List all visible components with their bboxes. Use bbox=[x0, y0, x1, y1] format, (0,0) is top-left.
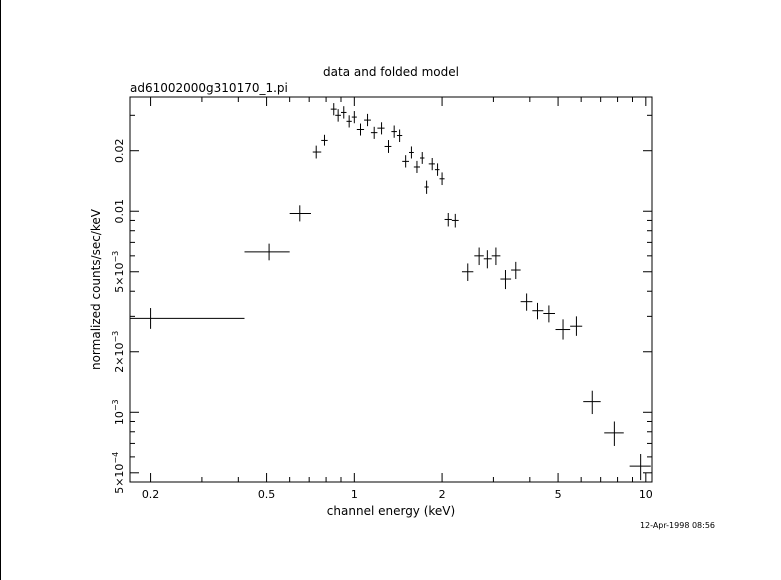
y-tick-mantissa: 5×10 bbox=[113, 263, 126, 293]
y-tick-label: 5×10−4 bbox=[111, 452, 126, 494]
x-tick-label: 10 bbox=[639, 488, 653, 501]
y-tick-label: 0.01 bbox=[113, 199, 126, 224]
y-tick-mantissa: 2×10 bbox=[113, 343, 126, 373]
data-point bbox=[384, 140, 392, 153]
y-tick-exponent: −3 bbox=[111, 331, 120, 343]
x-axis-ticks bbox=[150, 97, 647, 482]
data-point bbox=[321, 134, 328, 146]
data-point bbox=[520, 293, 533, 311]
y-tick-label: 0.02 bbox=[113, 138, 126, 163]
data-point bbox=[629, 454, 651, 481]
data-point bbox=[330, 103, 337, 116]
data-point bbox=[351, 111, 357, 124]
data-point bbox=[364, 113, 371, 127]
y-tick-exponent: −4 bbox=[111, 452, 120, 464]
data-point bbox=[377, 122, 385, 135]
data-point bbox=[511, 261, 521, 280]
chart-title: data and folded model bbox=[323, 65, 459, 79]
y-axis-ticks bbox=[130, 114, 652, 474]
data-point bbox=[491, 247, 501, 266]
data-point bbox=[289, 205, 311, 222]
data-point bbox=[532, 302, 544, 320]
data-point bbox=[356, 123, 365, 136]
data-point bbox=[451, 213, 459, 228]
y-tick-label: 10−3 bbox=[111, 399, 126, 425]
data-point bbox=[555, 319, 571, 340]
data-point bbox=[402, 155, 409, 168]
x-axis-tick-labels: 0.2 0.5 1 2 5 10 bbox=[142, 488, 653, 501]
plot-frame bbox=[129, 96, 653, 483]
y-tick-exponent: −3 bbox=[111, 251, 120, 263]
x-tick-label: 2 bbox=[439, 488, 446, 501]
data-point bbox=[500, 270, 512, 290]
y-tick-label: 5×10−3 bbox=[111, 251, 126, 293]
data-point bbox=[335, 109, 341, 122]
data-point bbox=[396, 129, 403, 142]
y-tick-mantissa: 5×10 bbox=[113, 464, 126, 494]
y-tick-mantissa: 10 bbox=[113, 411, 126, 425]
x-tick-label: 0.5 bbox=[258, 488, 276, 501]
data-point bbox=[444, 212, 452, 227]
y-tick-label: 2×10−3 bbox=[111, 331, 126, 373]
data-point bbox=[244, 243, 290, 261]
data-point bbox=[391, 125, 397, 138]
data-point bbox=[413, 160, 421, 173]
data-point bbox=[474, 247, 484, 266]
data-point bbox=[428, 157, 435, 171]
x-tick-label: 0.2 bbox=[142, 488, 160, 501]
x-tick-label: 5 bbox=[555, 488, 562, 501]
data-point bbox=[424, 180, 429, 194]
data-point bbox=[483, 250, 492, 269]
data-point bbox=[312, 145, 322, 159]
window-left-edge bbox=[0, 0, 1, 580]
data-point bbox=[434, 163, 440, 176]
data-point bbox=[583, 390, 601, 415]
data-point bbox=[370, 126, 378, 139]
data-point bbox=[420, 152, 425, 164]
data-point bbox=[604, 421, 624, 446]
data-point bbox=[439, 172, 445, 186]
y-tick-exponent: −3 bbox=[111, 399, 120, 411]
data-point bbox=[570, 316, 583, 336]
data-point bbox=[408, 146, 414, 159]
data-point bbox=[130, 308, 245, 329]
y-tick-mantissa: 0.01 bbox=[113, 199, 126, 224]
y-tick-mantissa: 0.02 bbox=[113, 138, 126, 163]
data-points bbox=[130, 103, 651, 481]
dataset-label: ad61002000g310170_1.pi bbox=[130, 81, 288, 95]
y-axis-tick-labels: 5×10−410−32×10−35×10−30.010.02 bbox=[111, 138, 126, 493]
data-point bbox=[543, 305, 555, 323]
data-point bbox=[461, 263, 474, 281]
x-tick-label: 1 bbox=[351, 488, 358, 501]
y-axis-label: normalized counts/sec/keV bbox=[89, 208, 103, 370]
timestamp: 12-Apr-1998 08:56 bbox=[640, 521, 715, 530]
data-point bbox=[340, 106, 347, 119]
x-axis-label: channel energy (keV) bbox=[327, 504, 455, 518]
data-point bbox=[346, 115, 352, 128]
